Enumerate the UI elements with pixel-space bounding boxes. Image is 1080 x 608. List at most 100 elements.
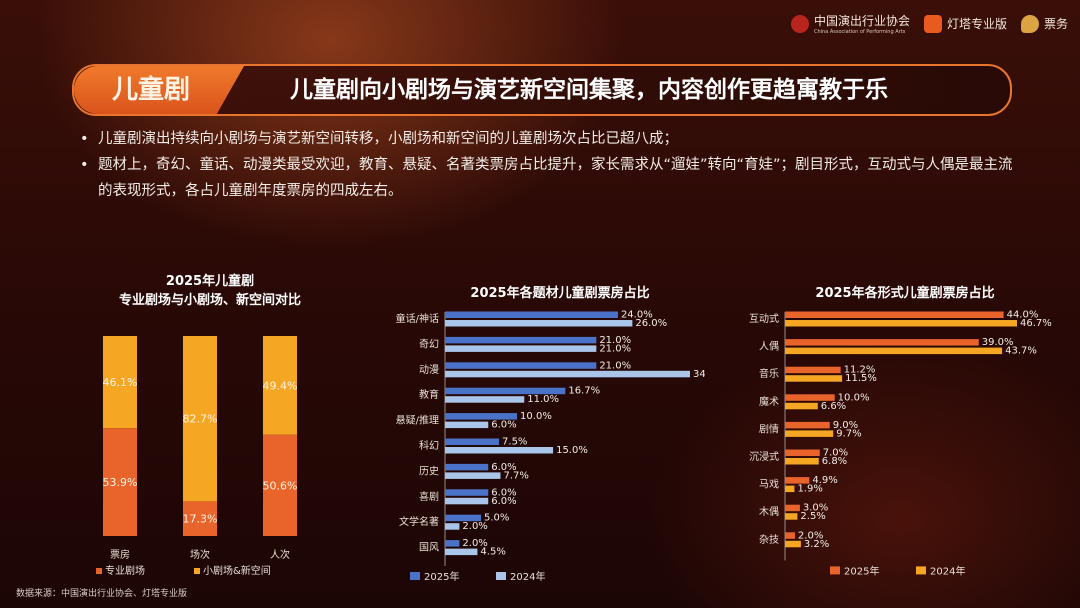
data-label: 1.9% xyxy=(797,484,822,495)
cap-name: 中国演出行业协会 xyxy=(813,14,910,28)
bar-current xyxy=(785,504,800,512)
data-label: 6.0% xyxy=(491,420,516,431)
bar-current xyxy=(785,449,820,456)
data-label: 34.0% xyxy=(693,369,705,380)
data-label: 9.0% xyxy=(833,420,858,431)
bar-segment-2-lower xyxy=(183,501,217,536)
data-label: 2.0% xyxy=(462,538,487,549)
bar-current xyxy=(445,489,489,496)
data-label: 3.0% xyxy=(803,503,828,514)
bar-previous xyxy=(445,370,690,378)
legend-swatch xyxy=(830,566,840,575)
data-label: 24.0% xyxy=(621,310,653,321)
data-label: 44.0% xyxy=(1007,310,1039,321)
data-label: 11.2% xyxy=(844,365,876,376)
bar-previous xyxy=(445,421,489,429)
bullet-item: 题材上，奇幻、童话、动漫类最受欢迎，教育、悬疑、名著类票房占比提升，家长需求从“… xyxy=(78,152,1018,204)
bar-segment-3-upper xyxy=(263,336,297,435)
category-label: 喜剧 xyxy=(419,490,439,503)
bar-current xyxy=(445,336,597,344)
bar-current xyxy=(445,387,566,395)
data-label: 4.5% xyxy=(480,547,505,558)
page-headline: 儿童剧向小剧场与演艺新空间集聚，内容创作更趋寓教于乐 xyxy=(290,77,888,103)
bar-previous xyxy=(785,430,834,437)
legend-swatch xyxy=(916,566,926,575)
data-label: 21.0% xyxy=(599,343,631,354)
bullet-item: 儿童剧演出持续向小剧场与演艺新空间转移，小剧场和新空间的儿童剧场次占比已超八成； xyxy=(78,126,1018,152)
dengta-icon xyxy=(923,14,942,33)
cap-logo: 中国演出行业协会 China Association of Performing … xyxy=(790,12,910,35)
bar-current xyxy=(445,438,500,445)
bar-current xyxy=(785,394,835,401)
bar-previous xyxy=(785,402,818,410)
bar-previous xyxy=(785,485,795,493)
bar-previous xyxy=(785,458,819,465)
format-bar-chart: 互动式 44.0%46.7% 人偶 39.0%43.7% 音乐 11.2%11.5% 魔术 1… xyxy=(749,310,1052,578)
data-label: 53.9% xyxy=(103,476,138,489)
data-label: 82.7% xyxy=(183,413,218,426)
bar-segment-1-lower xyxy=(103,428,137,536)
category-label: 音乐 xyxy=(759,367,779,380)
category-label: 场次 xyxy=(190,548,210,561)
bar-current xyxy=(785,339,979,346)
bar-current xyxy=(785,477,810,484)
data-label: 15.0% xyxy=(556,445,588,456)
bar-previous xyxy=(445,548,478,556)
category-label: 互动式 xyxy=(749,312,779,325)
data-label: 26.0% xyxy=(635,318,667,329)
category-label: 马戏 xyxy=(759,479,779,491)
legend-swatch xyxy=(96,568,102,574)
data-label: 11.5% xyxy=(845,373,877,384)
category-label: 人偶 xyxy=(759,340,779,353)
category-label: 木偶 xyxy=(759,505,779,518)
legend-label: 小剧场&新空间 xyxy=(203,564,271,577)
bar-segment-2-upper xyxy=(183,336,217,502)
bar-previous xyxy=(785,375,843,382)
legend-swatch xyxy=(496,572,506,580)
legend-label: 2025年 xyxy=(424,570,459,583)
cap-seal-icon xyxy=(790,14,809,33)
data-label: 6.0% xyxy=(491,462,516,473)
bar-current xyxy=(785,421,830,429)
bar-previous xyxy=(445,447,554,454)
category-label: 票房 xyxy=(110,548,130,561)
category-label: 文学名著 xyxy=(399,515,439,528)
data-label: 16.7% xyxy=(568,386,600,397)
bar-previous xyxy=(445,523,460,530)
data-label: 4.9% xyxy=(812,475,837,486)
data-label: 2.5% xyxy=(800,511,825,522)
bar-current xyxy=(445,540,460,547)
dengta-name: 灯塔专业版 xyxy=(946,17,1007,31)
bar-current xyxy=(785,366,841,374)
category-label: 历史 xyxy=(419,465,439,477)
bar-current xyxy=(785,311,1004,318)
bar-previous xyxy=(445,497,489,505)
legend-swatch xyxy=(194,568,200,574)
data-label: 6.0% xyxy=(491,496,516,507)
data-label: 6.0% xyxy=(491,487,516,498)
legend-label: 2024年 xyxy=(930,564,965,577)
data-label: 50.6% xyxy=(263,479,298,492)
piaowu-name: 票务 xyxy=(1043,17,1068,31)
genre-bar-chart: 童话/神话24.0%26.0%奇幻21.0%21.0%动漫21.0%34.0%教… xyxy=(396,310,705,584)
bar-previous xyxy=(445,345,597,352)
data-label: 17.3% xyxy=(183,513,218,526)
category-label: 杂技 xyxy=(759,533,779,546)
dengta-logo: 灯塔专业版 xyxy=(923,14,1007,33)
category-label: 剧情 xyxy=(759,422,779,435)
category-label: 教育 xyxy=(419,388,439,401)
category-label: 国风 xyxy=(419,542,439,554)
bar-previous xyxy=(785,540,801,548)
data-label: 2.0% xyxy=(798,530,823,541)
chart3-title: 2025年各形式儿童剧票房占比 xyxy=(815,286,995,301)
chart1-subtitle: 专业剧场与小剧场、新空间对比 xyxy=(118,293,301,308)
data-label: 6.8% xyxy=(822,456,847,467)
bar-segment-1-upper xyxy=(103,336,137,429)
data-label: 10.0% xyxy=(838,392,870,403)
category-label: 沉浸式 xyxy=(749,450,779,463)
data-label: 46.7% xyxy=(1020,318,1052,329)
data-label: 39.0% xyxy=(982,337,1014,348)
bar-current xyxy=(445,463,489,471)
data-source: 数据来源：中国演出行业协会、灯塔专业版 xyxy=(16,589,188,599)
bar-current xyxy=(445,413,518,420)
